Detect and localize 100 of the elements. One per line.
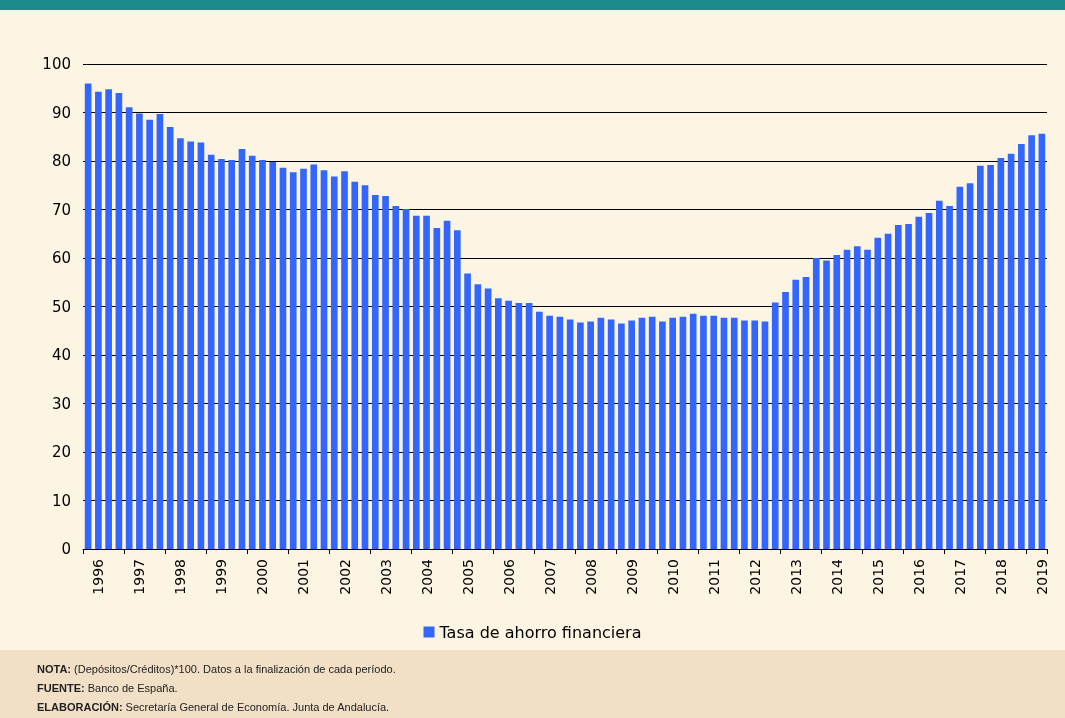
bar xyxy=(679,316,687,549)
bar xyxy=(771,302,779,549)
bar xyxy=(556,316,564,549)
x-tick-label: 2011 xyxy=(705,559,722,595)
bar xyxy=(792,279,800,549)
bar xyxy=(515,303,523,549)
bar xyxy=(95,91,102,549)
bar xyxy=(741,320,748,549)
bar xyxy=(566,319,574,549)
bar xyxy=(1007,153,1015,549)
x-tick-label: 2012 xyxy=(746,559,763,595)
x-tick-label: 2001 xyxy=(295,559,312,595)
x-tick-label: 2007 xyxy=(541,559,558,595)
bar xyxy=(802,276,810,549)
bar xyxy=(341,171,348,549)
bar xyxy=(536,311,543,549)
x-tick-label: 2009 xyxy=(623,559,640,595)
x-tick-label: 2018 xyxy=(992,559,1009,595)
x-tick-label: 2013 xyxy=(787,559,804,595)
bar xyxy=(761,321,769,549)
x-tick-label: 2010 xyxy=(664,559,681,595)
bar xyxy=(443,220,451,549)
bar xyxy=(987,164,994,549)
bar xyxy=(577,322,584,549)
bar xyxy=(289,172,297,549)
bar xyxy=(618,323,625,549)
bar xyxy=(187,141,195,549)
bar xyxy=(525,303,533,549)
x-tick-label: 1997 xyxy=(131,559,148,595)
x-tick-label: 1998 xyxy=(172,559,189,595)
bar xyxy=(956,186,964,549)
bar xyxy=(894,225,902,549)
bar xyxy=(853,246,861,549)
y-tick-label: 10 xyxy=(51,491,71,510)
bar xyxy=(1018,144,1025,549)
bar xyxy=(864,249,871,549)
bar xyxy=(166,127,174,549)
bar xyxy=(474,284,482,549)
bar xyxy=(997,158,1005,549)
bar xyxy=(659,321,666,549)
x-tick-label: 2016 xyxy=(910,558,927,595)
bar xyxy=(136,113,143,549)
bar xyxy=(146,119,153,549)
bar xyxy=(977,165,984,549)
source-note: FUENTE: Banco de España. xyxy=(37,681,179,696)
bar xyxy=(412,215,420,549)
bar xyxy=(197,142,205,549)
bar xyxy=(371,194,379,549)
x-tick-label: 2015 xyxy=(869,559,886,595)
bar xyxy=(382,195,389,549)
bar xyxy=(269,161,277,549)
bar xyxy=(115,93,123,549)
bar xyxy=(218,159,225,549)
x-tick-label: 2014 xyxy=(828,558,845,595)
bar xyxy=(402,209,410,549)
bar xyxy=(351,181,359,549)
bar xyxy=(925,212,933,549)
bar xyxy=(833,255,841,549)
bar xyxy=(689,313,697,549)
bar xyxy=(597,317,605,549)
bar xyxy=(320,170,328,549)
y-tick-label: 0 xyxy=(61,540,71,558)
bar xyxy=(843,249,851,549)
bar xyxy=(248,155,256,549)
bar xyxy=(495,298,502,549)
y-tick-label: 50 xyxy=(51,297,71,316)
bar xyxy=(361,185,369,549)
x-tick-label: 2008 xyxy=(582,559,599,595)
bar xyxy=(884,233,892,549)
bar xyxy=(207,154,215,549)
bar xyxy=(238,148,246,549)
x-tick-label: 2017 xyxy=(951,559,968,595)
bar xyxy=(915,216,923,549)
y-tick-label: 30 xyxy=(51,394,71,413)
bar xyxy=(177,138,184,549)
x-tick-label: 1996 xyxy=(90,558,107,595)
bar xyxy=(587,321,594,549)
legend-label: Tasa de ahorro financiera xyxy=(438,622,642,642)
bar xyxy=(546,315,553,549)
bar xyxy=(228,160,236,549)
bar xyxy=(710,315,718,549)
bar xyxy=(720,317,728,549)
bar xyxy=(84,83,92,549)
x-tick-label: 2006 xyxy=(500,558,517,595)
bar xyxy=(156,113,164,549)
bar xyxy=(423,215,430,549)
x-tick-label: 2005 xyxy=(459,559,476,595)
bar xyxy=(259,160,266,549)
bar xyxy=(310,164,318,549)
bar xyxy=(638,317,646,549)
text: NOTA: (Depósitos/Créditos)*100. Datos a la finalización de cada período. xyxy=(37,662,397,677)
bar xyxy=(628,320,635,549)
y-tick-label: 80 xyxy=(51,152,71,170)
bar xyxy=(464,273,471,549)
bar xyxy=(505,300,512,549)
bar xyxy=(433,227,441,549)
y-tick-label: 40 xyxy=(51,346,71,364)
bar xyxy=(1028,135,1035,549)
x-tick-label: 2002 xyxy=(336,559,353,595)
bar xyxy=(453,230,461,549)
